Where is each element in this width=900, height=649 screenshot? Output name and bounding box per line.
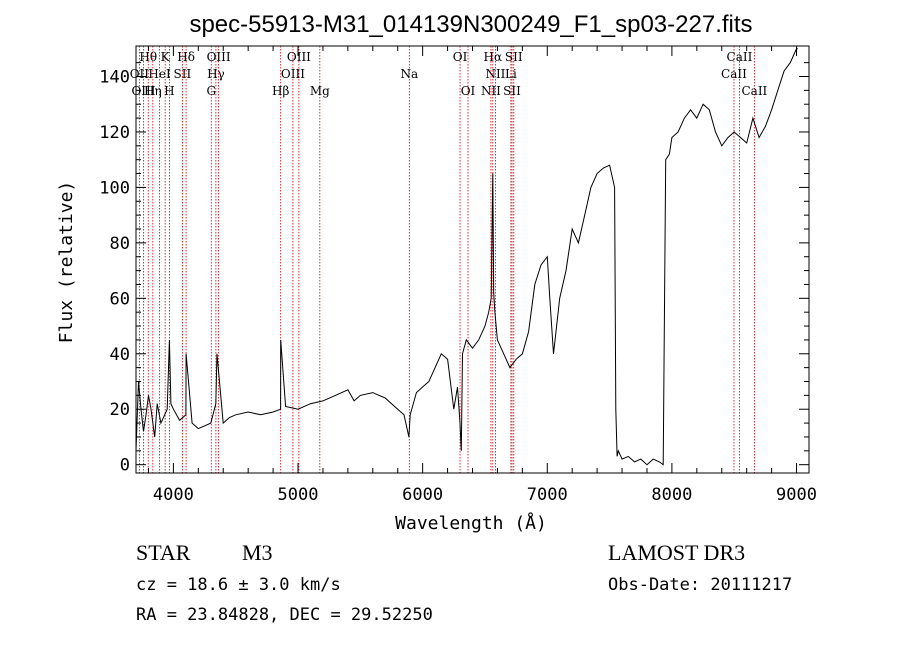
x-tick-label: 4000 [153,485,194,505]
spectral-line-label: SII [503,84,521,98]
spectral-line-label: Hα [484,50,503,64]
object-subclass: M3 [242,540,273,565]
y-tick-label: 40 [110,345,130,365]
spectral-line-label: OIII [287,50,311,64]
spectral-marker-lines [138,46,755,473]
observation-date: Obs-Date: 20111217 [608,575,792,595]
survey-name: LAMOST DR3 [608,540,745,565]
spectral-line-label: SII [505,50,523,64]
spectrum-series-line [135,48,798,466]
redshift-value: cz = 18.6 ± 3.0 km/s [136,575,341,595]
spectral-line-label: OIII [207,50,231,64]
spectral-line-label: OIII [131,84,155,98]
spectral-line-label: NII [485,67,505,81]
y-axis-ticks: 0 20 40 60 80 100 120 140 [99,62,809,476]
plot-frame [135,45,810,474]
spectral-line-label: OI [453,50,468,64]
y-tick-label: 100 [99,178,130,198]
y-tick-label: 20 [110,400,130,420]
spectral-line-label: Hβ [272,84,289,98]
spectral-line-label: K [161,50,171,64]
spectral-line-label: OII [130,67,150,81]
spectral-line-label: G [206,84,216,98]
chart-title: spec-55913-M31_014139N300249_F1_sp03-227… [189,11,752,38]
x-tick-label: 5000 [278,485,319,505]
x-axis-ticks: 4000 5000 6000 7000 8000 9000 [147,46,817,505]
spectral-line-label: OI [461,84,476,98]
spectral-line-label: Na [400,67,418,81]
spectral-line-label: Hθ [139,50,157,64]
spectral-line-label: H [164,84,174,98]
x-tick-label: 6000 [402,485,443,505]
spectral-line-label: NII [481,84,501,98]
y-tick-label: 140 [99,68,130,88]
x-tick-label: 9000 [776,485,817,505]
y-tick-label: 80 [110,234,130,254]
y-axis-label: Flux (relative) [56,181,77,344]
spectral-line-label: Mg [310,84,330,98]
spectral-line-label: Hγ [207,67,225,81]
x-axis-label: Wavelength (Å) [395,512,547,534]
y-tick-label: 120 [99,123,130,143]
y-tick-label: 0 [120,456,130,476]
object-class: STAR [136,540,191,565]
spectral-line-label: Li [505,67,517,81]
spectral-line-label: SII [174,67,192,81]
coordinates: RA = 23.84828, DEC = 29.52250 [136,605,433,625]
spectral-line-label: CaII [721,67,747,81]
spectral-line-label: OIII [281,67,305,81]
y-tick-label: 60 [110,289,130,309]
x-tick-label: 7000 [527,485,568,505]
spectral-line-label: HeI [148,67,171,81]
spectral-line-label: Hδ [177,50,195,64]
spectral-line-label: Hη [144,84,162,98]
spectral-line-label: CaII [741,84,767,98]
x-tick-label: 8000 [651,485,692,505]
spectral-line-label: CaII [727,50,753,64]
